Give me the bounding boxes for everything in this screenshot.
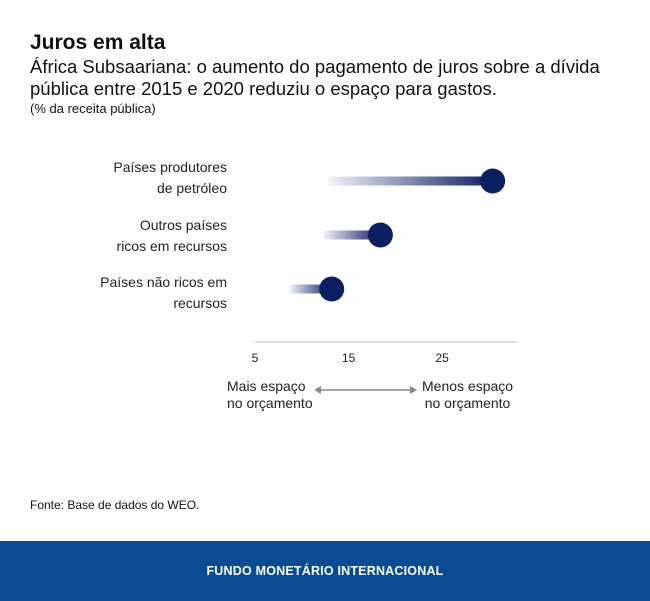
arrow-right-head-icon <box>410 386 417 394</box>
category-line: de petróleo <box>156 180 227 196</box>
x-tick-label: 15 <box>342 351 356 365</box>
end-point <box>319 276 345 302</box>
category-label-resource-rich: Outros países ricos em recursos <box>117 215 227 257</box>
x-tick-label: 5 <box>252 351 259 365</box>
arrow-left-head-icon <box>314 386 321 394</box>
footer-brand: FUNDO MONETÁRIO INTERNACIONAL <box>206 564 444 578</box>
category-line: recursos <box>173 295 227 311</box>
end-point <box>367 222 393 248</box>
annotation-line: no orçamento <box>227 395 313 411</box>
category-line: Países produtores <box>113 159 227 175</box>
range-bar <box>327 176 493 186</box>
chart-subtitle: África Subsaariana: o aumento do pagamen… <box>30 56 600 99</box>
annotation-more-space: Mais espaço no orçamento <box>227 378 313 412</box>
annotation-less-space: Menos espaço no orçamento <box>422 378 513 412</box>
x-tick-label: 25 <box>435 351 449 365</box>
category-line: Outros países <box>139 217 227 233</box>
category-line: ricos em recursos <box>116 238 227 254</box>
chart-plot: 5 15 25 <box>252 168 517 394</box>
range-bar <box>323 230 381 240</box>
annotation-line: no orçamento <box>424 395 511 411</box>
category-label-oil: Países produtores de petróleo <box>113 157 227 199</box>
annotation-line: Mais espaço <box>227 378 306 394</box>
range-bar <box>289 284 332 294</box>
chart-title: Juros em alta <box>30 31 166 54</box>
category-line: Países não ricos em <box>100 274 227 290</box>
unit-label: (% da receita pública) <box>30 101 156 116</box>
source-note: Fonte: Base de dados do WEO. <box>30 498 200 512</box>
end-point <box>480 168 506 194</box>
category-label-non-resource: Países não ricos em recursos <box>100 272 227 314</box>
footer-bar: FUNDO MONETÁRIO INTERNACIONAL <box>0 541 650 601</box>
annotation-line: Menos espaço <box>422 378 514 394</box>
